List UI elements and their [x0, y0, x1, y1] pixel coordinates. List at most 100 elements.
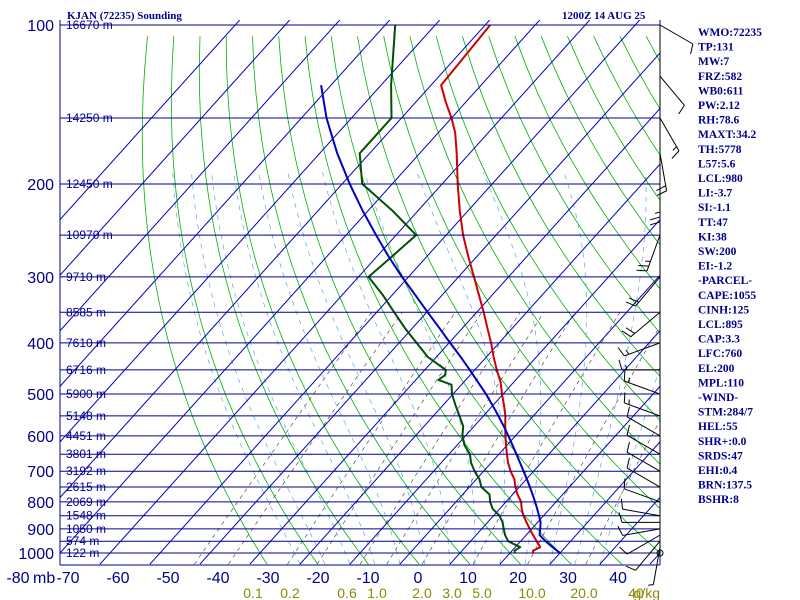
temperature-tick-label: -40	[206, 570, 229, 587]
barb-shaft	[624, 380, 661, 395]
wind-barb	[623, 370, 661, 395]
index-entry: EI:-1.2	[698, 261, 732, 273]
wind-barb	[659, 75, 685, 115]
dry-adiabat	[141, 36, 268, 565]
mixing-ratio-tick-label: 20.0	[570, 585, 597, 600]
index-entry: CAP:3.3	[698, 334, 740, 346]
barb-flag	[619, 546, 628, 555]
height-label: 5900 m	[66, 387, 106, 401]
wind-barb	[649, 183, 661, 226]
barb-flag	[629, 297, 639, 303]
temperature-tick-label: -20	[306, 570, 329, 587]
mixing-ratio-tick-label: 0.6	[337, 585, 357, 600]
temperature-tick-label: 0	[414, 570, 423, 587]
chart-subtitle: 1200Z 14 AUG 25	[562, 10, 646, 22]
index-entry: CAPE:1055	[698, 290, 756, 302]
index-entry: STM:284/7	[698, 407, 753, 419]
barb-flag	[678, 105, 685, 115]
index-entry: SW:200	[698, 246, 737, 258]
wind-barb	[617, 525, 661, 536]
moist-adiabat	[322, 172, 451, 565]
barb-flag	[656, 185, 666, 191]
chart-title: KJAN (72235) Sounding	[67, 10, 182, 22]
isotherm	[60, 20, 391, 388]
barb-flag	[625, 301, 636, 307]
isotherm	[60, 20, 541, 554]
barb-flag	[649, 216, 661, 221]
wind-barb	[625, 540, 661, 571]
pressure-tick-label: 300	[27, 270, 54, 287]
barb-half-flag	[625, 364, 628, 371]
moist-adiabat	[172, 172, 301, 565]
wind-barb	[626, 457, 661, 488]
wind-barb	[648, 547, 661, 586]
height-label: 4451 m	[66, 429, 106, 443]
mixing-ratio-tick-label: 0.2	[280, 585, 300, 600]
barb-half-flag	[672, 146, 677, 151]
series-temperature	[440, 24, 542, 554]
index-entry: -PARCEL-	[698, 275, 752, 287]
wind-barb	[659, 117, 680, 159]
height-label: 2615 m	[66, 480, 106, 494]
index-entry: WB0:611	[698, 85, 744, 97]
index-entry: MW:7	[698, 56, 730, 68]
barb-shaft	[622, 528, 661, 536]
barb-flag	[618, 512, 623, 523]
index-entry: LCL:980	[698, 173, 743, 185]
isotherm	[60, 20, 341, 332]
barb-shaft	[659, 117, 680, 152]
isotherm	[449, 330, 660, 565]
barb-shaft	[624, 342, 661, 357]
moist-adiabat	[287, 172, 426, 565]
wind-barb	[659, 24, 694, 55]
barb-shaft	[626, 467, 661, 488]
barb-flag	[690, 43, 694, 55]
pressure-tick-label: 200	[27, 177, 54, 194]
barb-flag	[620, 498, 624, 510]
wind-barb	[618, 512, 660, 523]
index-entry: EHI:0.4	[698, 465, 738, 477]
barb-flag	[626, 457, 630, 469]
dry-adiabat	[304, 36, 572, 565]
barb-flag	[649, 221, 661, 226]
mixing-ratio-tick-label: 5.0	[472, 585, 492, 600]
pressure-tick-label: 700	[27, 464, 54, 481]
barb-shaft	[624, 402, 661, 417]
index-entry: WMO:72235	[698, 27, 762, 39]
mixing-ratio-tick-label: 1.0	[367, 585, 387, 600]
index-entry: SI:-1.1	[698, 202, 731, 214]
index-entry: MAXT:34.2	[698, 129, 756, 141]
height-label: 3801 m	[66, 447, 106, 461]
barb-flag	[617, 525, 624, 536]
temperature-tick-label: -70	[56, 570, 79, 587]
barb-flag	[636, 269, 648, 272]
dry-adiabat	[198, 36, 369, 565]
temperature-tick-label: -10	[356, 570, 379, 587]
pressure-tick-label: 500	[27, 387, 54, 404]
pressure-tick-label: 900	[27, 522, 54, 539]
height-label: 8585 m	[66, 305, 106, 319]
barb-shaft	[626, 416, 661, 437]
dry-adiabat	[170, 36, 319, 565]
dry-adiabat	[357, 36, 660, 554]
moist-adiabat	[258, 172, 401, 565]
wind-barb	[623, 478, 661, 503]
barb-half-flag	[654, 211, 661, 214]
isotherm	[299, 163, 660, 565]
wind-profile	[617, 24, 694, 586]
height-label: 2069 m	[66, 495, 106, 509]
height-label: 12450 m	[66, 177, 113, 191]
isotherm	[349, 218, 660, 565]
index-entry: SRDS:47	[698, 450, 743, 462]
temperature-tick-label: -80	[6, 570, 29, 587]
barb-flag	[623, 478, 626, 489]
barb-flag	[618, 359, 623, 371]
isotherm	[249, 107, 660, 565]
wind-barb	[617, 342, 661, 357]
dry-adiabat	[462, 36, 660, 378]
barb-shaft	[659, 153, 668, 191]
temperature-tick-label: 20	[509, 570, 527, 587]
barb-flag	[623, 370, 626, 382]
height-label: 3192 m	[66, 464, 106, 478]
